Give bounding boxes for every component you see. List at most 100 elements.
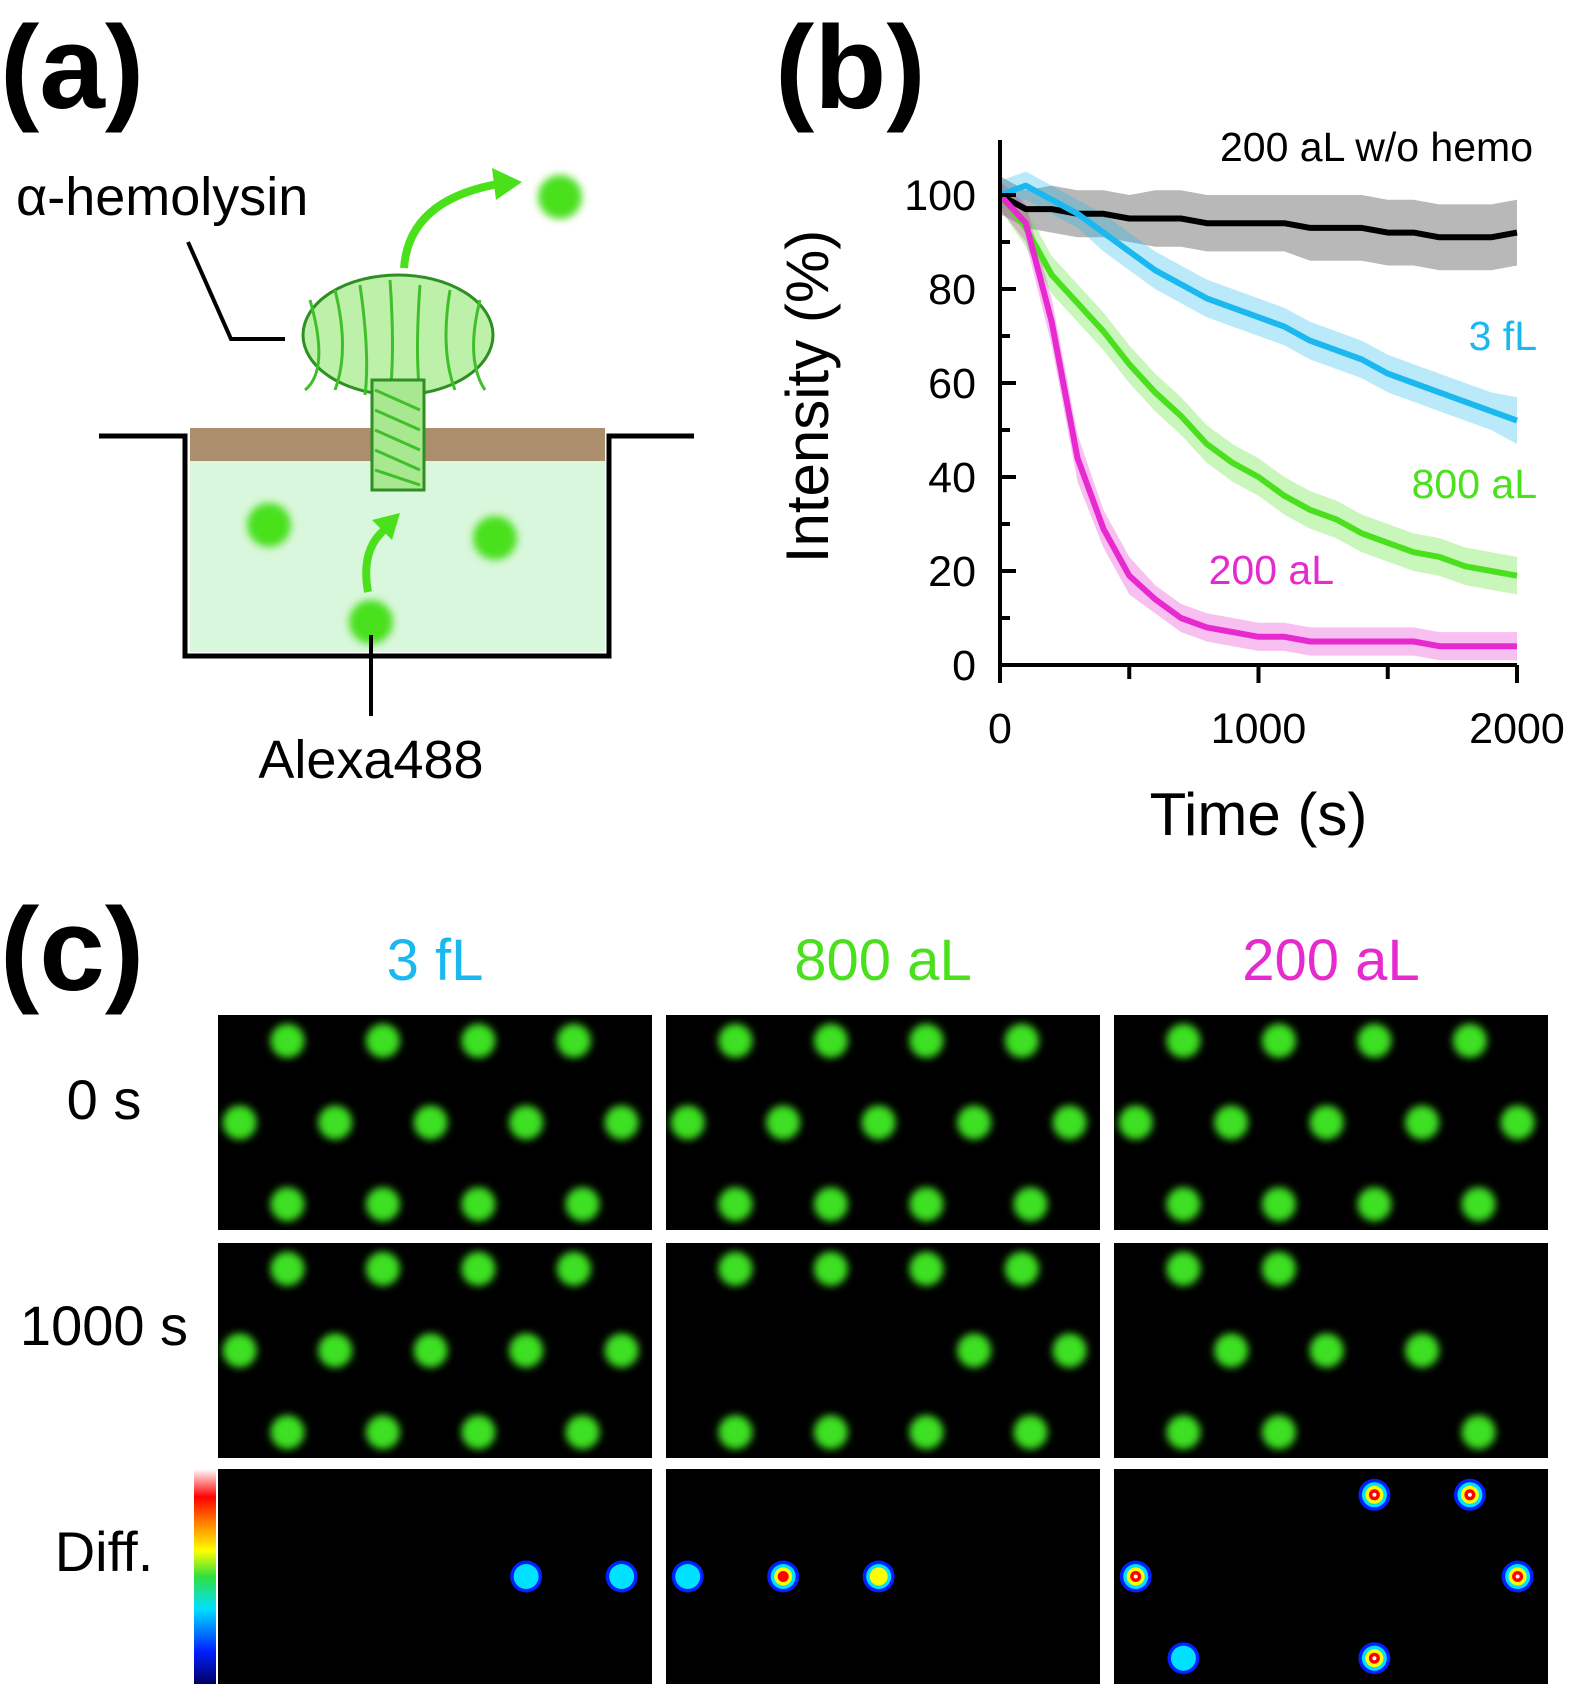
diff-spot bbox=[777, 1571, 789, 1582]
droplet bbox=[1052, 1105, 1087, 1140]
droplet bbox=[1261, 1251, 1296, 1286]
droplet bbox=[270, 1187, 305, 1222]
droplet bbox=[509, 1333, 544, 1368]
droplet bbox=[365, 1415, 400, 1450]
series-label: 3 fL bbox=[1469, 313, 1537, 359]
diff-spot bbox=[609, 1564, 635, 1589]
droplet bbox=[604, 1333, 639, 1368]
droplet bbox=[1405, 1333, 1440, 1368]
diagram-label: Alexa488 bbox=[258, 730, 483, 790]
droplet bbox=[318, 1333, 353, 1368]
droplet bbox=[1166, 1251, 1201, 1286]
droplet bbox=[1013, 1187, 1048, 1222]
x-tick-label: 0 bbox=[988, 705, 1012, 753]
droplet bbox=[270, 1251, 305, 1286]
y-tick-label: 60 bbox=[928, 360, 976, 408]
droplet bbox=[1309, 1333, 1344, 1368]
dye-molecule bbox=[247, 503, 291, 547]
droplet bbox=[1004, 1023, 1039, 1058]
droplet bbox=[718, 1187, 753, 1222]
droplet bbox=[670, 1105, 705, 1140]
droplet bbox=[1052, 1333, 1087, 1368]
droplet bbox=[270, 1415, 305, 1450]
droplet bbox=[1461, 1187, 1496, 1222]
droplet bbox=[1261, 1023, 1296, 1058]
droplet bbox=[461, 1415, 496, 1450]
diff-spot bbox=[1467, 1492, 1472, 1497]
droplet bbox=[365, 1023, 400, 1058]
panel-label: (a) bbox=[0, 2, 144, 134]
diff-spot bbox=[1133, 1574, 1138, 1579]
row-label: Diff. bbox=[55, 1520, 154, 1583]
droplet bbox=[1309, 1105, 1344, 1140]
droplet bbox=[861, 1105, 896, 1140]
color-bar bbox=[194, 1469, 216, 1684]
y-tick-label: 80 bbox=[928, 266, 976, 314]
droplet bbox=[1166, 1415, 1201, 1450]
x-axis-title: Time (s) bbox=[1150, 781, 1368, 848]
series-label: 200 aL w/o hemo bbox=[1220, 124, 1533, 170]
row-label: 0 s bbox=[67, 1068, 142, 1131]
x-tick-label: 1000 bbox=[1211, 705, 1307, 753]
droplet bbox=[813, 1023, 848, 1058]
dye-molecule bbox=[473, 516, 517, 560]
diff-spot bbox=[1372, 1656, 1377, 1661]
column-title: 800 aL bbox=[794, 928, 971, 993]
droplet bbox=[766, 1105, 801, 1140]
diff-spot bbox=[513, 1564, 539, 1589]
leader-line bbox=[186, 241, 285, 341]
series-line bbox=[997, 193, 1518, 579]
micrograph-grid: 3 fL 800 aL 200 aL 0 s 1000 s Diff. bbox=[20, 928, 1548, 1684]
droplet bbox=[718, 1023, 753, 1058]
droplet bbox=[909, 1251, 944, 1286]
droplet bbox=[909, 1187, 944, 1222]
y-tick-label: 100 bbox=[904, 172, 976, 220]
series-label: 800 aL bbox=[1412, 461, 1537, 507]
column-title: 200 aL bbox=[1242, 928, 1419, 993]
well-solution bbox=[190, 461, 605, 652]
panel-label: (b) bbox=[775, 2, 926, 134]
droplet bbox=[604, 1105, 639, 1140]
droplet bbox=[365, 1187, 400, 1222]
arrow bbox=[400, 179, 505, 269]
droplet bbox=[1452, 1023, 1487, 1058]
droplet bbox=[461, 1023, 496, 1058]
series-line bbox=[998, 182, 1519, 424]
arrowhead bbox=[492, 168, 522, 200]
dye-molecule bbox=[349, 600, 393, 644]
diff-spot bbox=[1515, 1574, 1520, 1579]
droplet bbox=[318, 1105, 353, 1140]
droplet bbox=[413, 1105, 448, 1140]
y-tick-label: 20 bbox=[928, 548, 976, 596]
droplet bbox=[1166, 1187, 1201, 1222]
droplet bbox=[957, 1333, 992, 1368]
series-label: 200 aL bbox=[1209, 547, 1334, 593]
droplet bbox=[461, 1187, 496, 1222]
droplet bbox=[813, 1415, 848, 1450]
droplet bbox=[1461, 1415, 1496, 1450]
droplet bbox=[1214, 1333, 1249, 1368]
diagram: α-hemolysin Alexa488 bbox=[16, 167, 694, 790]
diagram-label: α-hemolysin bbox=[16, 167, 308, 227]
protein bbox=[301, 273, 495, 492]
droplet bbox=[1004, 1251, 1039, 1286]
series-line bbox=[998, 192, 1518, 241]
droplet bbox=[1357, 1187, 1392, 1222]
droplet bbox=[909, 1023, 944, 1058]
droplet bbox=[1261, 1187, 1296, 1222]
droplet bbox=[718, 1251, 753, 1286]
droplet bbox=[813, 1187, 848, 1222]
droplet bbox=[222, 1105, 257, 1140]
droplet bbox=[461, 1251, 496, 1286]
diff-spot bbox=[1170, 1645, 1196, 1671]
droplet bbox=[509, 1105, 544, 1140]
error-band bbox=[1000, 180, 1517, 595]
y-tick-label: 40 bbox=[928, 454, 976, 502]
arrowhead bbox=[372, 513, 400, 540]
droplet bbox=[1214, 1105, 1249, 1140]
droplet bbox=[1405, 1105, 1440, 1140]
droplet bbox=[1500, 1105, 1535, 1140]
droplet bbox=[556, 1251, 591, 1286]
droplet bbox=[565, 1187, 600, 1222]
